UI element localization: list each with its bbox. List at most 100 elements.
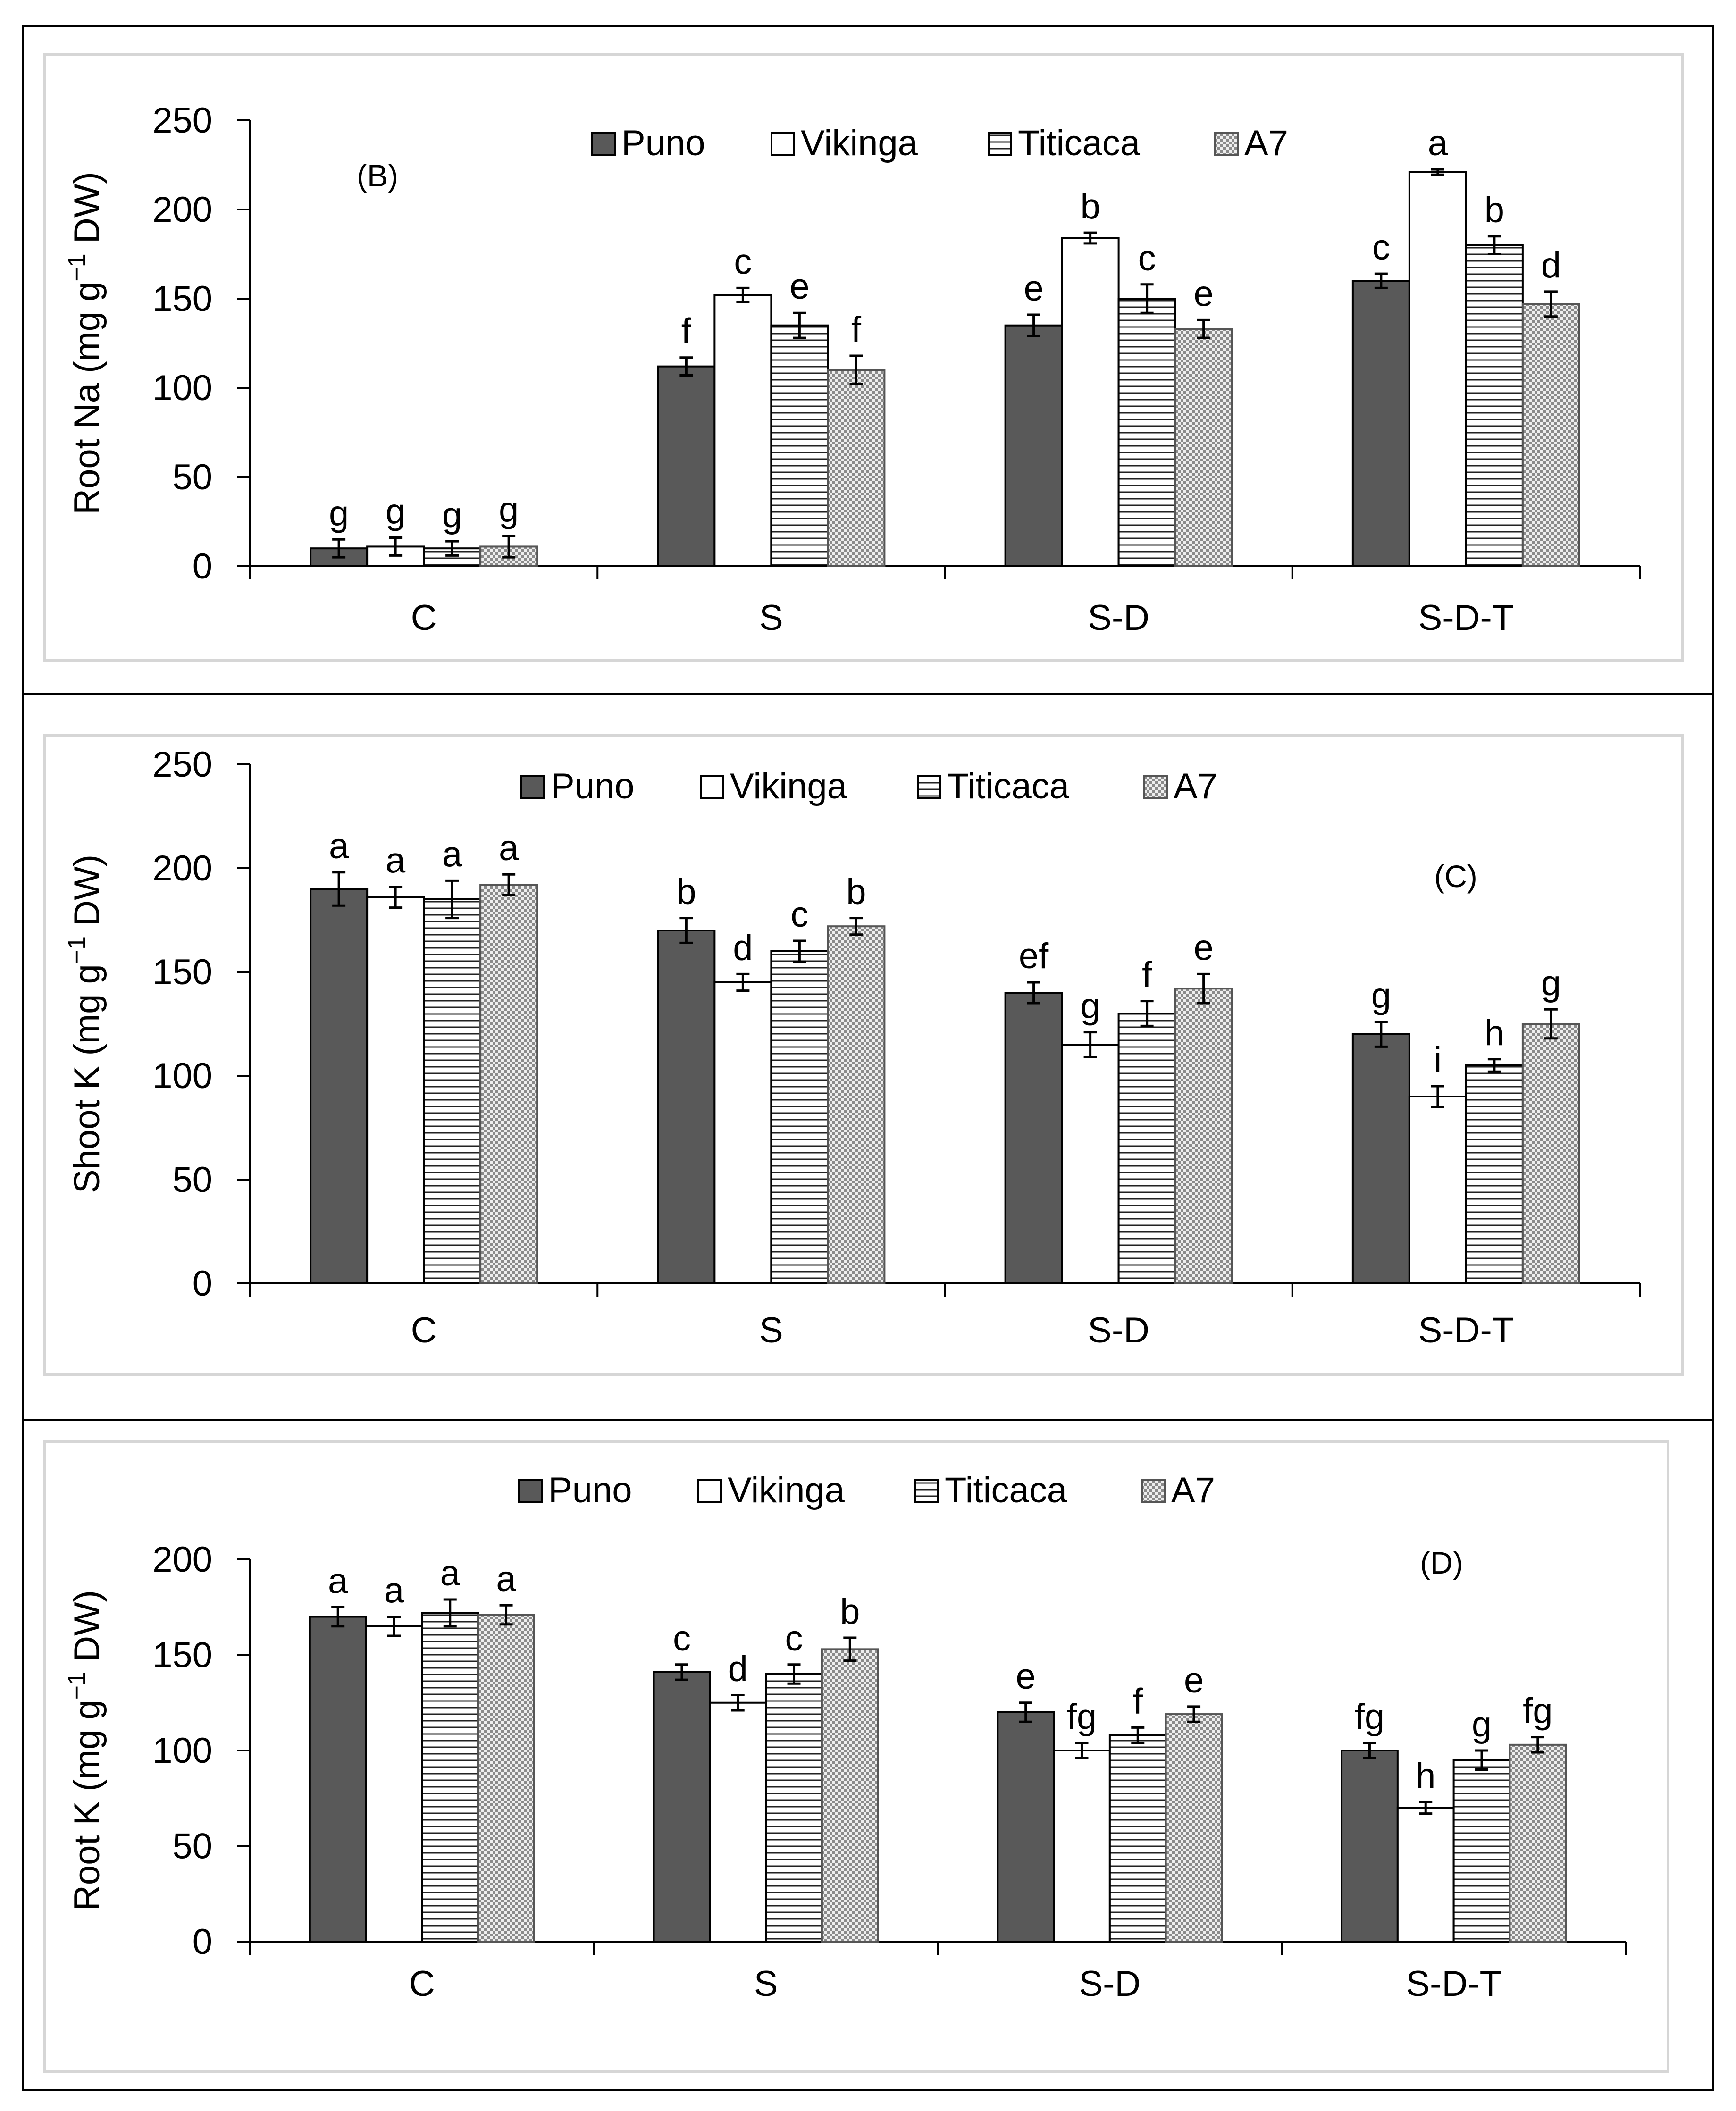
y-axis-label-sup: −1 (63, 253, 91, 281)
bar-vikinga-s-d (1062, 1045, 1119, 1283)
panel-label: (D) (1420, 1545, 1463, 1580)
y-axis-label-main: Shoot K (mg g (67, 964, 107, 1193)
bar-puno-s-d-t (1353, 1034, 1409, 1283)
significance-letter-puno-c: a (328, 1561, 348, 1601)
bar-titicaca-c (422, 1613, 478, 1942)
bar-vikinga-c (367, 897, 424, 1283)
significance-letter-vikinga-c: a (384, 1571, 404, 1611)
y-axis-label-main: Root Na (mg g (67, 282, 107, 515)
figure: 050100150200250Root Na (mg g−1 DW)Cg g g gS… (0, 0, 1736, 2111)
y-axis-label-unit: DW) (67, 1590, 107, 1672)
legend-swatch-vikinga (698, 1480, 721, 1502)
y-tick-label: 50 (172, 1160, 212, 1200)
x-category-label-s-d-t: S-D-T (1418, 1310, 1514, 1350)
panel-label: (C) (1434, 859, 1477, 894)
significance-letter-a7-c: a (496, 1559, 516, 1599)
legend-label-titicaca: Titicaca (1018, 123, 1141, 163)
y-tick-label: 200 (152, 190, 212, 230)
bar-vikinga-s (710, 1703, 766, 1942)
bar-titicaca-s-d-t (1454, 1760, 1510, 1942)
significance-letter-a7-s-d: e (1193, 274, 1213, 314)
bar-a7-s (828, 926, 884, 1283)
significance-letter-vikinga-s: d (733, 928, 753, 968)
bar-puno-s (658, 367, 714, 566)
legend-swatch-a7 (1215, 133, 1238, 155)
significance-letter-puno-s: b (676, 872, 696, 912)
y-tick-label: 200 (152, 848, 212, 888)
legend-label-puno: Puno (551, 766, 635, 806)
x-category-label-s: S (759, 598, 783, 638)
significance-letter-vikinga-s-d-t: h (1416, 1756, 1435, 1796)
x-category-label-s-d: S-D (1088, 1310, 1149, 1350)
bar-puno-s-d-t (1342, 1751, 1398, 1942)
y-tick-label: 250 (152, 745, 212, 785)
significance-letter-titicaca-c: g (442, 495, 462, 535)
y-tick-label: 50 (172, 457, 212, 497)
legend-label-titicaca: Titicaca (947, 766, 1070, 806)
y-tick-label: 150 (152, 1635, 212, 1675)
bar-puno-s-d (1006, 993, 1062, 1283)
bar-puno-s (658, 930, 714, 1283)
bar-titicaca-s (771, 326, 828, 566)
significance-letter-puno-s: c (673, 1618, 691, 1659)
significance-letter-vikinga-s-d-t: a (1428, 123, 1448, 163)
legend-swatch-a7 (1144, 776, 1167, 798)
significance-letter-vikinga-s: c (734, 242, 752, 282)
bar-a7-s (828, 370, 884, 566)
significance-letter-titicaca-c: a (442, 834, 462, 874)
y-tick-label: 150 (152, 279, 212, 319)
significance-letter-vikinga-s-d: g (1080, 986, 1100, 1026)
bar-titicaca-s-d (1119, 299, 1175, 566)
legend-label-puno: Puno (621, 123, 705, 163)
significance-letter-puno-s-d-t: c (1372, 227, 1390, 268)
bar-puno-c (310, 1617, 366, 1942)
legend-swatch-puno (592, 133, 615, 155)
legend-swatch-puno (521, 776, 544, 798)
x-category-label-s-d: S-D (1088, 598, 1149, 638)
bar-vikinga-s-d-t (1398, 1808, 1454, 1942)
significance-letter-vikinga-c: a (386, 841, 406, 881)
significance-letter-a7-s: f (851, 310, 862, 350)
significance-letter-vikinga-c: g (386, 492, 405, 532)
significance-letter-titicaca-s-d: f (1142, 955, 1152, 995)
bar-a7-s (822, 1649, 878, 1942)
significance-letter-titicaca-s-d-t: h (1484, 1013, 1504, 1053)
legend-label-vikinga: Vikinga (801, 123, 918, 163)
legend-label-vikinga: Vikinga (730, 766, 847, 806)
y-axis-label-sup: −1 (63, 936, 91, 964)
significance-letter-titicaca-s: c (790, 895, 808, 935)
bar-vikinga-s (714, 982, 771, 1283)
x-category-label-c: C (409, 1964, 435, 2004)
bar-a7-s-d-t (1523, 1024, 1579, 1283)
x-category-label-s: S (759, 1310, 783, 1350)
bar-vikinga-c (366, 1626, 422, 1942)
y-axis-label-unit: DW) (67, 172, 107, 253)
bar-a7-s-d (1175, 329, 1232, 566)
y-axis-label: Root Na (mg g−1 DW) (63, 172, 107, 515)
significance-letter-puno-s-d-t: g (1371, 976, 1391, 1016)
legend-swatch-vikinga (772, 133, 794, 155)
y-tick-label: 100 (152, 1731, 212, 1771)
significance-letter-puno-c: g (329, 493, 349, 533)
bar-a7-s-d (1166, 1714, 1222, 1942)
bar-vikinga-s (714, 295, 771, 566)
significance-letter-titicaca-s-d: c (1138, 238, 1156, 278)
significance-letter-a7-s-d-t: fg (1523, 1691, 1552, 1731)
bar-titicaca-c (424, 899, 480, 1283)
y-tick-label: 250 (152, 101, 212, 141)
significance-letter-puno-s-d: e (1023, 268, 1043, 309)
significance-letter-a7-c: g (499, 490, 519, 530)
y-axis-label: Shoot K (mg g−1 DW) (63, 854, 107, 1193)
legend-swatch-a7 (1142, 1480, 1165, 1502)
significance-letter-titicaca-c: a (440, 1553, 461, 1593)
y-tick-label: 50 (172, 1826, 212, 1867)
legend-label-puno: Puno (548, 1470, 632, 1510)
bar-a7-c (480, 885, 537, 1283)
legend-label-titicaca: Titicaca (945, 1470, 1067, 1510)
y-axis-label-unit: DW) (67, 854, 107, 936)
bar-vikinga-s-d-t (1409, 172, 1466, 566)
legend-swatch-titicaca (989, 133, 1011, 155)
bar-titicaca-s (766, 1674, 822, 1942)
significance-letter-puno-s: f (681, 311, 692, 352)
significance-letter-vikinga-s-d: b (1080, 186, 1100, 226)
